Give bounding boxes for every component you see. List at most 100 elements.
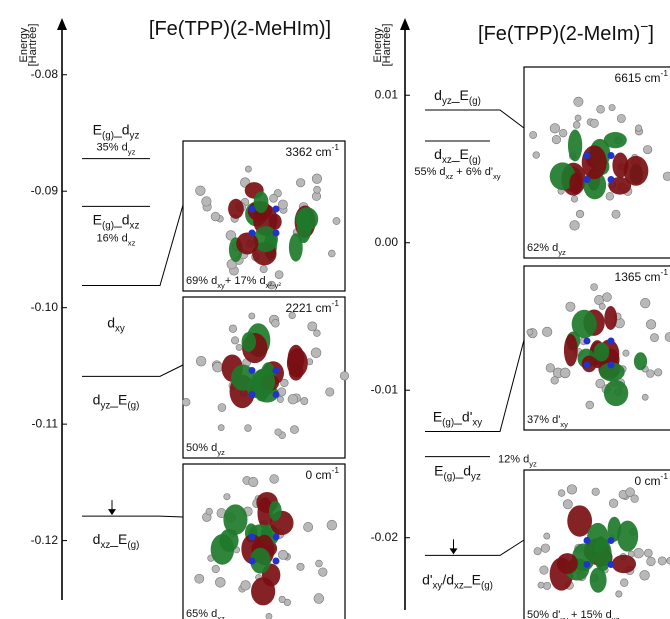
atom <box>303 522 312 531</box>
nitrogen <box>584 176 591 183</box>
text-part: _E <box>451 146 469 162</box>
atom <box>241 581 251 591</box>
atom <box>617 114 625 122</box>
nitrogen <box>584 362 591 369</box>
nitrogen <box>249 206 256 213</box>
orbital-lobe <box>569 173 582 194</box>
atom <box>270 194 278 202</box>
text-part: yz <box>442 96 452 107</box>
text-part: xy <box>115 324 125 335</box>
level-note: 55% dxz + 6% d'xy <box>414 166 500 181</box>
text-part: x²-y² <box>266 281 282 290</box>
nitrogen <box>249 367 256 374</box>
atom <box>634 548 644 558</box>
figure: [Fe(TPP)(2-MeHIm)]Energy[Hartree]-0.08-0… <box>0 0 670 619</box>
text-part: [Fe(TPP)(2-MeIm) <box>478 23 640 45</box>
orbital-lobe <box>269 501 282 521</box>
text-part: _d <box>113 211 130 227</box>
level-label: dxz_E(g) <box>93 531 140 551</box>
atom <box>599 303 605 309</box>
text-part: (g) <box>481 581 493 592</box>
atom <box>544 533 550 539</box>
text-part: -1 <box>332 298 340 308</box>
text-part: yz <box>217 448 225 457</box>
text-part: xy <box>217 281 225 290</box>
atom <box>328 250 335 257</box>
spin-arrow-head <box>108 509 116 515</box>
atom <box>551 377 559 385</box>
orbital-lobe <box>219 529 238 552</box>
atom <box>592 488 600 496</box>
nitrogen <box>273 558 280 565</box>
text-part: _E <box>109 531 127 547</box>
text-part: -1 <box>661 68 669 78</box>
panel-title: [Fe(TPP)(2-MeHIm)] <box>149 18 331 40</box>
atom <box>218 404 226 412</box>
atom <box>275 429 282 436</box>
nitrogen <box>249 230 256 237</box>
atom <box>546 364 555 373</box>
orbital-lobe <box>582 145 607 179</box>
orbital-lobe <box>568 130 582 162</box>
text-part: 0 cm <box>306 468 332 482</box>
atom <box>550 124 560 134</box>
text-part: E <box>93 121 102 137</box>
atom <box>245 166 251 172</box>
atom <box>202 197 212 207</box>
atom <box>642 394 648 400</box>
text-part: (g) <box>443 472 455 483</box>
text-part: xz <box>217 614 225 619</box>
y-tick-label: -0.12 <box>31 533 59 547</box>
atom <box>566 302 575 311</box>
atom <box>640 570 650 580</box>
text-part: yz <box>130 131 140 142</box>
atom <box>266 613 272 619</box>
orbital-lobe <box>289 362 303 380</box>
atom <box>586 401 594 409</box>
text-part: xz <box>446 171 454 180</box>
y-tick-label: -0.11 <box>32 416 59 430</box>
atom <box>270 475 279 484</box>
atom <box>272 319 280 327</box>
text-part: [Fe(TPP)(2-MeHIm)] <box>149 18 331 40</box>
atom <box>573 121 580 128</box>
level-note: 35% dyz <box>97 142 136 157</box>
orbital-lobe <box>236 232 258 254</box>
text-part: xy <box>433 581 443 592</box>
orbital-lobe <box>587 523 609 553</box>
y-axis-label: [Hartree] <box>381 24 393 67</box>
atom <box>609 499 618 508</box>
atom <box>644 549 652 557</box>
atom <box>288 394 298 404</box>
text-part: xy <box>560 615 568 619</box>
text-part: d <box>93 391 101 407</box>
text-part: + 6% d' <box>453 166 493 178</box>
text-part: yz <box>558 248 566 257</box>
spin-arrow-head <box>450 548 458 554</box>
text-part: 62% d <box>527 242 558 254</box>
atom <box>606 192 614 200</box>
atom <box>559 129 567 137</box>
atom <box>576 210 584 218</box>
atom <box>541 544 550 553</box>
orbital-lobe <box>612 153 628 178</box>
text-part: _E <box>451 87 469 103</box>
atom <box>326 388 334 396</box>
level-label: dyz_E(g) <box>93 391 140 411</box>
text-part: + 15% d <box>568 609 612 619</box>
orbital-lobe <box>612 555 636 573</box>
text-part: -1 <box>661 471 669 481</box>
atom <box>195 574 204 583</box>
text-part: 0 cm <box>635 474 661 488</box>
atom <box>316 560 323 567</box>
atom <box>538 582 544 588</box>
text-part: 2221 cm <box>286 301 332 315</box>
level-label: dxz_E(g) <box>434 146 481 166</box>
y-tick-label: -0.01 <box>371 382 399 396</box>
orbital-lobe <box>228 199 244 219</box>
level-label: E(g)_d'xy <box>433 408 482 428</box>
atom <box>552 135 561 144</box>
nitrogen <box>584 152 591 159</box>
text-part: _E <box>463 571 481 587</box>
text-part: d <box>434 87 442 103</box>
